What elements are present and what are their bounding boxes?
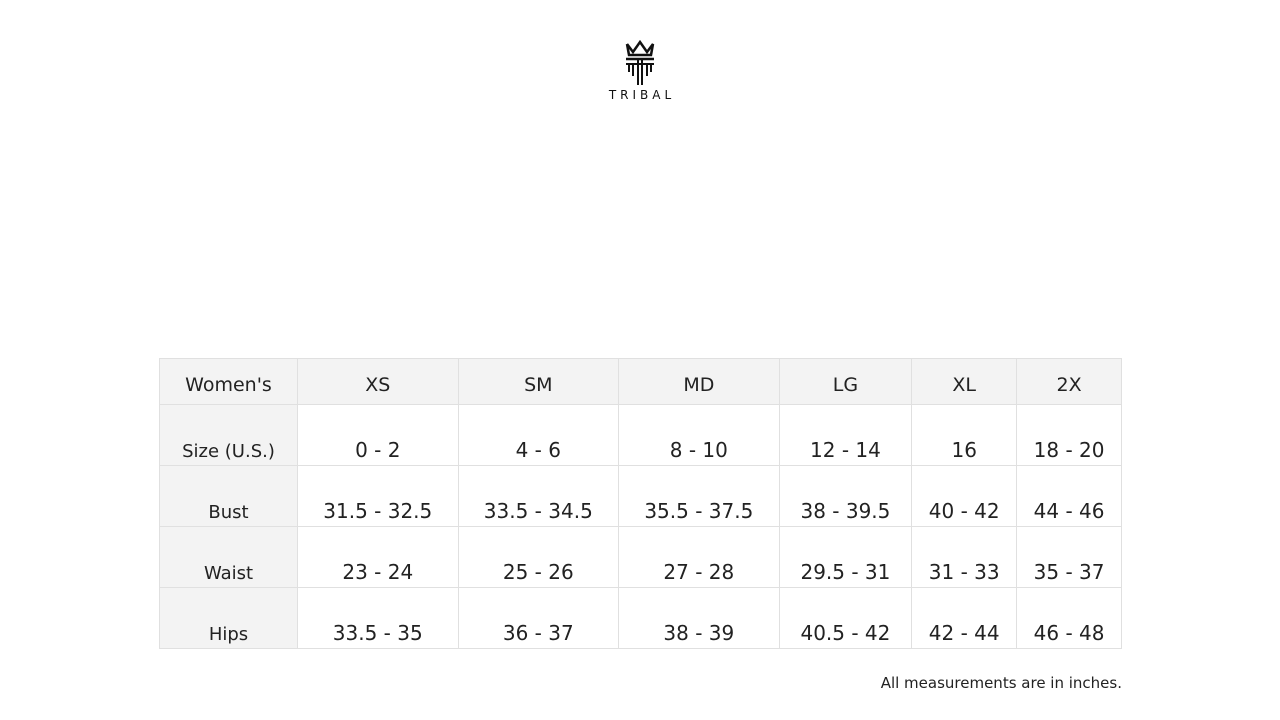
brand-logo: TRIBAL: [600, 40, 680, 106]
table-cell: 0 - 2: [297, 404, 459, 466]
table-cell: 16: [911, 404, 1018, 466]
table-cell: 33.5 - 35: [297, 587, 459, 649]
table-cell: 33.5 - 34.5: [457, 465, 620, 527]
table-cell: 36 - 37: [457, 587, 620, 649]
table-cell: 38 - 39.5: [778, 465, 913, 527]
column-header: XS: [297, 358, 459, 405]
row-label: Bust: [159, 465, 298, 527]
table-cell: 27 - 28: [618, 526, 780, 588]
table-cell: 12 - 14: [778, 404, 913, 466]
column-header: XL: [911, 358, 1018, 405]
column-header: 2X: [1016, 358, 1122, 405]
row-label: Size (U.S.): [159, 404, 298, 466]
measurement-note: All measurements are in inches.: [880, 674, 1122, 692]
column-header: SM: [457, 358, 620, 405]
table-cell: 18 - 20: [1016, 404, 1122, 466]
table-cell: 40.5 - 42: [778, 587, 913, 649]
row-label: Hips: [159, 587, 298, 649]
table-row: Hips 33.5 - 35 36 - 37 38 - 39 40.5 - 42 42 -…: [159, 587, 1122, 649]
table-cell: 25 - 26: [457, 526, 620, 588]
table-cell: 31 - 33: [911, 526, 1018, 588]
table-cell: 40 - 42: [911, 465, 1018, 527]
column-header: Women's: [159, 358, 298, 405]
table-cell: 29.5 - 31: [778, 526, 913, 588]
table-cell: 8 - 10: [618, 404, 780, 466]
brand-name: TRIBAL: [608, 88, 676, 102]
table-cell: 42 - 44: [911, 587, 1018, 649]
table-cell: 35.5 - 37.5: [618, 465, 780, 527]
crown-trident-icon: [625, 40, 655, 85]
table-cell: 23 - 24: [297, 526, 459, 588]
table-row: Bust 31.5 - 32.5 33.5 - 34.5 35.5 - 37.5 38 …: [159, 465, 1122, 527]
table-cell: 38 - 39: [618, 587, 780, 649]
table-cell: 35 - 37: [1016, 526, 1122, 588]
table-cell: 46 - 48: [1016, 587, 1122, 649]
table-cell: 31.5 - 32.5: [297, 465, 459, 527]
row-label: Waist: [159, 526, 298, 588]
column-header: LG: [778, 358, 913, 405]
table-header-row: Women's XS SM MD LG XL 2X: [159, 358, 1122, 405]
table-row: Waist 23 - 24 25 - 26 27 - 28 29.5 - 31 31 - …: [159, 526, 1122, 588]
table-cell: 4 - 6: [457, 404, 620, 466]
column-header: MD: [618, 358, 780, 405]
table-cell: 44 - 46: [1016, 465, 1122, 527]
